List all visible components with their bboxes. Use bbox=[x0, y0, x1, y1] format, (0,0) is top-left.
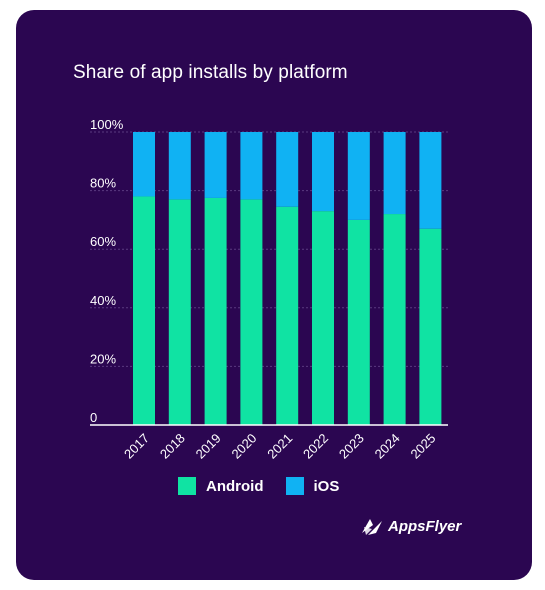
bars bbox=[133, 132, 442, 425]
bar-ios-2019 bbox=[204, 132, 227, 198]
x-tick-label-2020: 2020 bbox=[228, 431, 259, 462]
x-tick-label-2018: 2018 bbox=[157, 431, 188, 462]
x-tick-label-2025: 2025 bbox=[407, 431, 438, 462]
bar-android-2020 bbox=[240, 199, 263, 425]
bar-android-2025 bbox=[419, 228, 442, 425]
legend: Android iOS bbox=[178, 477, 351, 495]
bar-android-2023 bbox=[347, 219, 370, 425]
x-axis-labels: 2017 2018 2019 2020 2021 2022 2023 2024 2025 bbox=[121, 431, 438, 462]
legend-item-android: Android bbox=[178, 477, 264, 495]
x-tick-label-2019: 2019 bbox=[193, 431, 224, 462]
bar-ios-2020 bbox=[240, 132, 263, 200]
appsflyer-logo-icon bbox=[362, 519, 382, 535]
y-tick-label: 60% bbox=[90, 234, 116, 249]
bar-ios-2024 bbox=[383, 132, 406, 215]
bar-android-2017 bbox=[133, 196, 155, 425]
y-tick-label: 0 bbox=[90, 410, 97, 425]
legend-swatch-android bbox=[178, 477, 196, 495]
legend-label-ios: iOS bbox=[313, 477, 340, 495]
x-tick-label-2021: 2021 bbox=[264, 431, 295, 462]
bar-ios-2018 bbox=[168, 132, 191, 200]
bar-ios-2023 bbox=[347, 132, 370, 220]
x-tick-label-2017: 2017 bbox=[121, 431, 152, 462]
y-tick-label: 80% bbox=[90, 176, 116, 191]
chart-card bbox=[16, 10, 532, 580]
bar-android-2019 bbox=[204, 197, 227, 425]
x-tick-label-2023: 2023 bbox=[336, 431, 367, 462]
x-tick-label-2024: 2024 bbox=[372, 431, 403, 462]
bar-ios-2017 bbox=[133, 132, 155, 197]
bar-ios-2022 bbox=[312, 132, 334, 212]
y-tick-label: 100% bbox=[90, 117, 124, 132]
appsflyer-logo-text: AppsFlyer bbox=[388, 517, 462, 535]
bar-ios-2021 bbox=[276, 132, 299, 207]
x-tick-label-2022: 2022 bbox=[300, 431, 331, 462]
bar-android-2018 bbox=[168, 199, 191, 425]
y-tick-label: 40% bbox=[90, 293, 116, 308]
bar-android-2021 bbox=[276, 206, 299, 425]
appsflyer-logo: AppsFlyer bbox=[360, 515, 461, 537]
y-axis-labels: 0 20% 40% 60% 80% 100% bbox=[90, 117, 124, 425]
bar-android-2024 bbox=[383, 214, 406, 425]
legend-swatch-ios bbox=[285, 477, 304, 495]
legend-item-ios: iOS bbox=[285, 477, 340, 495]
bar-ios-2025 bbox=[419, 132, 442, 229]
legend-label-android: Android bbox=[206, 477, 264, 495]
bar-android-2022 bbox=[312, 211, 334, 425]
y-tick-label: 20% bbox=[90, 351, 116, 366]
chart-title: Share of app installs by platform bbox=[73, 62, 348, 83]
